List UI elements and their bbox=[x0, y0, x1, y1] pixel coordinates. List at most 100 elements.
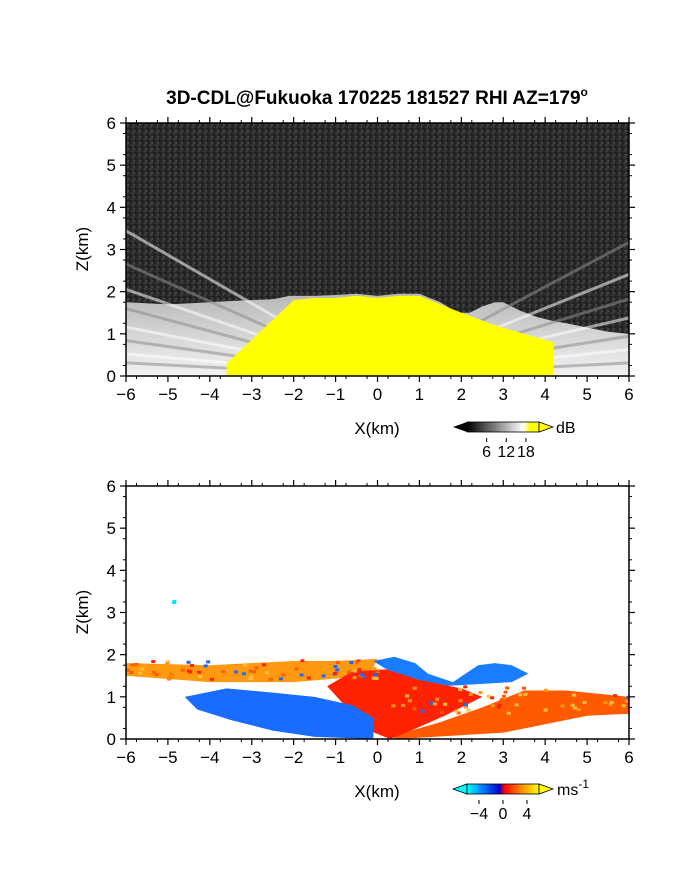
velocity-speckle-cell bbox=[355, 661, 360, 665]
y-tick-label: 5 bbox=[107, 156, 116, 175]
velocity-speckle-cell bbox=[234, 670, 239, 674]
velocity-speckle-cell bbox=[522, 686, 527, 690]
colorbar-bar bbox=[466, 421, 540, 433]
velocity-speckle-cell bbox=[180, 668, 185, 672]
velocity-speckle-cell bbox=[523, 692, 528, 696]
x-tick-label: 2 bbox=[457, 748, 466, 767]
velocity-speckle-cell bbox=[299, 673, 304, 677]
velocity-isolated-point bbox=[172, 599, 177, 604]
y-tick-label: 1 bbox=[107, 688, 116, 707]
velocity-speckle-cell bbox=[412, 686, 417, 690]
velocity-speckle-cell bbox=[134, 662, 139, 666]
velocity-speckle-cell bbox=[140, 667, 145, 671]
velocity-speckle-cell bbox=[439, 711, 444, 715]
colorbar-tick-label: 6 bbox=[482, 444, 491, 461]
colorbar-low-arrow bbox=[453, 422, 467, 432]
top-axes: −6 −5 −4 −3 −2 −1 0 1 2 3 4 5 6 0 1 2 3 4 5 6 bbox=[107, 114, 635, 404]
velocity-speckle-cell bbox=[570, 703, 575, 707]
colorbar-tick-label: 12 bbox=[497, 444, 515, 461]
x-tick-label: 5 bbox=[582, 748, 591, 767]
velocity-speckle-cell bbox=[466, 708, 471, 712]
velocity-speckle-cell bbox=[501, 694, 506, 698]
velocity-speckle-cell bbox=[278, 677, 283, 681]
velocity-speckle-cell bbox=[347, 676, 352, 680]
velocity-speckle-cell bbox=[373, 673, 378, 677]
colorbar-high-arrow bbox=[538, 783, 555, 795]
y-tick-label: 4 bbox=[107, 561, 116, 580]
x-tick-label: −1 bbox=[326, 748, 345, 767]
velocity-speckle-cell bbox=[152, 670, 157, 674]
velocity-speckle-cell bbox=[154, 672, 159, 676]
velocity-speckle-cell bbox=[129, 671, 134, 675]
x-tick-label: −4 bbox=[200, 748, 219, 767]
velocity-speckle-cell bbox=[376, 660, 381, 664]
velocity-speckle-cell bbox=[300, 659, 305, 663]
velocity-speckle-cell bbox=[405, 694, 410, 698]
x-tick-label: −5 bbox=[158, 748, 177, 767]
velocity-speckle-cell bbox=[606, 706, 611, 710]
x-tick-label: −1 bbox=[326, 385, 345, 404]
velocity-speckle-cell bbox=[243, 663, 248, 667]
x-tick-label: 6 bbox=[624, 748, 633, 767]
chart-title: 3D-CDL@Fukuoka 170225 181527 RHI AZ=179o bbox=[166, 85, 588, 109]
velocity-speckle-cell bbox=[503, 690, 508, 694]
velocity-speckle-cell bbox=[206, 660, 211, 664]
velocity-speckle-cell bbox=[496, 705, 501, 709]
top-y-axis-label: Z(km) bbox=[73, 227, 92, 271]
velocity-speckle-cell bbox=[434, 697, 439, 701]
x-tick-label: 0 bbox=[373, 385, 382, 404]
y-tick-label: 2 bbox=[107, 646, 116, 665]
velocity-speckle-cell bbox=[333, 671, 338, 675]
velocity-speckle-cell bbox=[372, 667, 377, 671]
y-tick-label: 1 bbox=[107, 325, 116, 344]
velocity-speckle-cell bbox=[518, 693, 523, 697]
velocity-speckle-cell bbox=[167, 676, 172, 680]
backscatter-plot-area bbox=[126, 123, 629, 376]
x-tick-label: −3 bbox=[242, 385, 261, 404]
velocity-speckle-cell bbox=[130, 663, 135, 667]
velocity-speckle-cell bbox=[281, 666, 286, 670]
velocity-speckle-cell bbox=[603, 701, 608, 705]
velocity-speckle-cell bbox=[407, 699, 412, 703]
velocity-speckle-cell bbox=[412, 707, 417, 711]
velocity-speckle-cell bbox=[514, 703, 519, 707]
x-tick-label: 6 bbox=[624, 385, 633, 404]
y-tick-label: 0 bbox=[107, 367, 116, 386]
velocity-speckle-cell bbox=[349, 661, 354, 665]
velocity-speckle-cell bbox=[464, 703, 469, 707]
velocity-speckle-cell bbox=[294, 667, 299, 671]
velocity-speckle-cell bbox=[391, 704, 396, 708]
velocity-speckle-cell bbox=[221, 669, 226, 673]
x-tick-label: −6 bbox=[116, 385, 135, 404]
velocity-speckle-cell bbox=[127, 666, 132, 670]
velocity-speckle-cell bbox=[490, 704, 495, 708]
velocity-speckle-cell bbox=[420, 709, 425, 713]
x-tick-label: −4 bbox=[200, 385, 219, 404]
y-tick-label: 3 bbox=[107, 241, 116, 260]
velocity-colorbar: ms-1 −4 0 4 bbox=[451, 777, 589, 823]
velocity-speckle-cell bbox=[268, 677, 273, 681]
bottom-y-axis-label: Z(km) bbox=[73, 590, 92, 634]
velocity-speckle bbox=[126, 659, 629, 715]
velocity-speckle-cell bbox=[506, 711, 511, 715]
velocity-speckle-cell bbox=[582, 701, 587, 705]
velocity-speckle-cell bbox=[375, 669, 380, 673]
velocity-speckle-cell bbox=[576, 708, 581, 712]
colorbar-tick-label: 18 bbox=[517, 444, 535, 461]
velocity-speckle-cell bbox=[490, 696, 495, 700]
velocity-speckle-cell bbox=[497, 703, 502, 707]
velocity-speckle-cell bbox=[347, 670, 352, 674]
velocity-speckle-cell bbox=[454, 709, 459, 713]
velocity-plot-area bbox=[126, 486, 629, 739]
velocity-speckle-cell bbox=[352, 669, 357, 673]
velocity-speckle-cell bbox=[621, 704, 626, 708]
velocity-speckle-cell bbox=[458, 699, 463, 703]
velocity-speckle-cell bbox=[194, 674, 199, 678]
velocity-speckle-cell bbox=[210, 677, 215, 681]
velocity-speckle-cell bbox=[254, 666, 259, 670]
velocity-speckle-cell bbox=[393, 698, 398, 702]
velocity-speckle-cell bbox=[374, 676, 379, 680]
velocity-speckle-cell bbox=[357, 661, 362, 665]
velocity-speckle-cell bbox=[578, 711, 583, 715]
velocity-speckle-cell bbox=[333, 664, 338, 668]
